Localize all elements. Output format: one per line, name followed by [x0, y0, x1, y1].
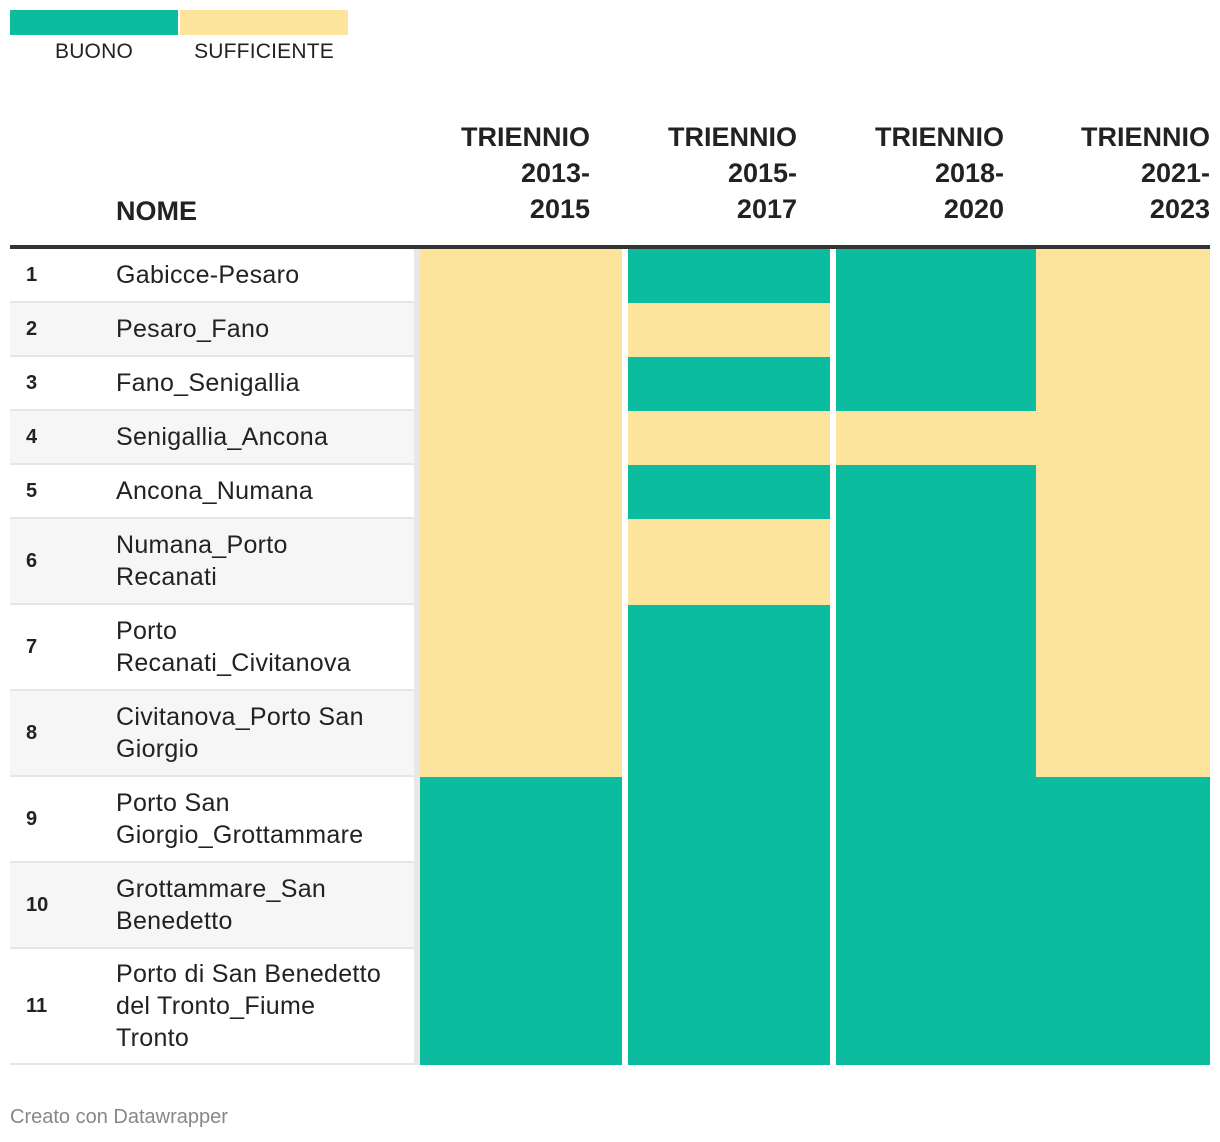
row-name: Fano_Senigallia	[116, 369, 300, 397]
table-header: NOME TRIENNIO 2013- 2015 TRIENNIO 2015- …	[10, 120, 1210, 249]
heat-cell-2	[628, 863, 830, 949]
row-name: Ancona_Numana	[116, 477, 314, 505]
table-row: 1 Gabicce-Pesaro	[10, 249, 1210, 303]
heat-cell-3	[836, 691, 1036, 777]
heat-cell-1	[420, 465, 622, 519]
row-rank: 1	[26, 263, 38, 286]
legend-label-buono: BUONO	[54, 40, 133, 63]
heat-cell-2	[628, 605, 830, 691]
heat-cell-3	[836, 519, 1036, 605]
row-name: Senigallia_Ancona	[116, 423, 329, 451]
heat-cell-1	[420, 357, 622, 411]
heat-cell-1	[420, 303, 622, 357]
heat-cell-1	[420, 249, 622, 303]
heat-cell-2	[628, 777, 830, 863]
footer-credit: Creato con Datawrapper	[10, 1106, 228, 1128]
heat-cell-4	[1036, 303, 1210, 357]
row-rank: 4	[26, 425, 38, 448]
heat-cell-3	[836, 249, 1036, 303]
column-header-2015-2017: TRIENNIO 2015- 2017	[667, 122, 797, 224]
legend-item-sufficiente: SUFFICIENTE	[180, 10, 348, 64]
heat-cell-1	[420, 949, 622, 1065]
heat-cell-2	[628, 411, 830, 465]
heat-cell-1	[420, 605, 622, 691]
heat-cell-2	[628, 949, 830, 1065]
heat-cell-3	[836, 777, 1036, 863]
table-row: 11 Porto di San Benedetto del Tronto_Fium…	[10, 949, 1210, 1065]
heat-cell-3	[836, 949, 1036, 1065]
row-rank: 7	[26, 635, 38, 658]
row-name: Civitanova_Porto San Giorgio	[116, 703, 364, 763]
heat-cell-4	[1036, 949, 1210, 1065]
row-name: Pesaro_Fano	[116, 315, 270, 343]
heat-cell-2	[628, 357, 830, 411]
row-name: Grottammare_San Benedetto	[116, 875, 327, 935]
row-rank: 2	[26, 317, 38, 340]
column-separator	[830, 249, 836, 1065]
legend-label-sufficiente: SUFFICIENTE	[194, 40, 334, 63]
data-table: NOME TRIENNIO 2013- 2015 TRIENNIO 2015- …	[10, 120, 1210, 1065]
column-header-nome: NOME	[116, 196, 197, 226]
heat-cell-3	[836, 863, 1036, 949]
heat-cell-4	[1036, 357, 1210, 411]
heat-cell-1	[420, 777, 622, 863]
heat-cell-4	[1036, 777, 1210, 863]
row-rank: 3	[26, 371, 38, 394]
column-separator	[622, 249, 628, 1065]
row-rank: 9	[26, 807, 38, 830]
table-row: 6 Numana_Porto Recanati	[10, 519, 1210, 605]
row-name: Porto San Giorgio_Grottammare	[116, 789, 364, 849]
heat-cell-3	[836, 357, 1036, 411]
heat-cell-4	[1036, 465, 1210, 519]
table-body: 1 Gabicce-Pesaro 2 Pesaro_Fano 3 Fano_Senigal…	[10, 249, 1210, 1065]
legend-swatch-buono	[10, 10, 178, 35]
row-rank: 8	[26, 721, 38, 744]
heat-cell-1	[420, 411, 622, 465]
table-row: 9 Porto San Giorgio_Grottammare	[10, 777, 1210, 863]
heat-cell-4	[1036, 691, 1210, 777]
row-rank: 5	[26, 479, 38, 502]
row-name: Porto Recanati_Civitanova	[116, 617, 351, 677]
table-row: 7 Porto Recanati_Civitanova	[10, 605, 1210, 691]
row-name: Numana_Porto Recanati	[116, 531, 288, 591]
heat-cell-1	[420, 691, 622, 777]
column-separator	[414, 249, 420, 1065]
table-row: 3 Fano_Senigallia	[10, 357, 1210, 411]
table-row: 10 Grottammare_San Benedetto	[10, 863, 1210, 949]
heat-cell-4	[1036, 411, 1210, 465]
heat-cell-2	[628, 519, 830, 605]
heat-cell-4	[1036, 863, 1210, 949]
heat-cell-2	[628, 303, 830, 357]
column-header-2013-2015: TRIENNIO 2013- 2015	[460, 122, 590, 224]
row-rank: 10	[26, 893, 49, 916]
heat-cell-2	[628, 465, 830, 519]
row-rank: 6	[26, 549, 38, 572]
heat-cell-1	[420, 519, 622, 605]
heat-cell-4	[1036, 519, 1210, 605]
table-row: 8 Civitanova_Porto San Giorgio	[10, 691, 1210, 777]
heat-cell-3	[836, 465, 1036, 519]
heat-cell-4	[1036, 249, 1210, 303]
table-row: 5 Ancona_Numana	[10, 465, 1210, 519]
legend: BUONO SUFFICIENTE	[10, 10, 350, 64]
row-name: Porto di San Benedetto del Tronto_Fiume …	[116, 960, 382, 1052]
heat-cell-2	[628, 249, 830, 303]
row-rank: 11	[26, 994, 48, 1017]
heat-cell-3	[836, 303, 1036, 357]
heat-cell-1	[420, 863, 622, 949]
column-header-2018-2020: TRIENNIO 2018- 2020	[874, 122, 1004, 224]
legend-item-buono: BUONO	[10, 10, 178, 64]
heat-cell-2	[628, 691, 830, 777]
legend-swatch-sufficiente	[180, 10, 348, 35]
heat-cell-4	[1036, 605, 1210, 691]
table-row: 4 Senigallia_Ancona	[10, 411, 1210, 465]
column-header-2021-2023: TRIENNIO 2021- 2023	[1080, 122, 1210, 224]
row-name: Gabicce-Pesaro	[116, 261, 300, 289]
heat-cell-3	[836, 605, 1036, 691]
heat-cell-3	[836, 411, 1036, 465]
table-row: 2 Pesaro_Fano	[10, 303, 1210, 357]
